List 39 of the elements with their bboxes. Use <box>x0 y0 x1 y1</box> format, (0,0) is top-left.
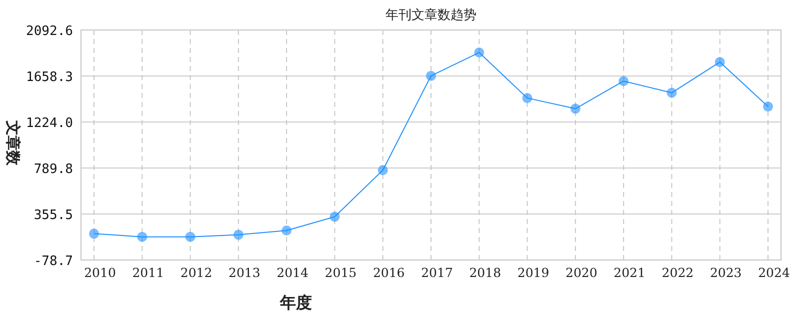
x-tick-label: 2016 <box>372 265 405 280</box>
x-tick-label: 2024 <box>758 265 790 280</box>
point <box>426 70 436 81</box>
point <box>330 212 340 222</box>
point <box>137 232 148 242</box>
point <box>89 228 99 239</box>
x-tick-label: 2012 <box>180 265 212 280</box>
point <box>474 48 484 58</box>
point <box>618 76 629 86</box>
point <box>282 225 292 236</box>
y-tick-label: 789.8 <box>34 162 73 177</box>
x-tick-label: 2017 <box>421 265 453 280</box>
x-tick-label: 2023 <box>710 265 742 280</box>
point <box>522 93 532 104</box>
y-axis-title: 文章数 <box>4 120 22 166</box>
y-tick-label: 1658.3 <box>26 70 73 86</box>
x-tick-label: 2022 <box>662 265 694 280</box>
x-tick-label: 2011 <box>132 265 164 280</box>
x-tick-label: 2013 <box>228 265 260 280</box>
point <box>233 230 244 240</box>
y-tick-label: 355.5 <box>34 208 73 224</box>
x-tick-label: 2014 <box>276 265 309 280</box>
point <box>185 232 196 242</box>
point <box>714 57 725 68</box>
point <box>570 104 580 114</box>
x-tick-label: 2018 <box>469 265 502 280</box>
y-tick-label: 1224.0 <box>26 116 73 132</box>
x-tick-label: 2015 <box>324 265 357 280</box>
x-tick-label: 2021 <box>614 265 646 280</box>
chart-title: 年刊文章数趋势 <box>386 8 476 23</box>
point <box>666 88 677 98</box>
point <box>378 165 388 176</box>
x-tick-label: 2010 <box>84 265 116 280</box>
x-axis-title: 年度 <box>279 293 312 312</box>
y-tick-label: -78.7 <box>34 254 73 269</box>
y-tick-label: 2092.6 <box>26 24 73 39</box>
x-tick-label: 2020 <box>566 265 598 280</box>
x-tick-label: 2019 <box>517 265 550 280</box>
point <box>763 102 773 112</box>
